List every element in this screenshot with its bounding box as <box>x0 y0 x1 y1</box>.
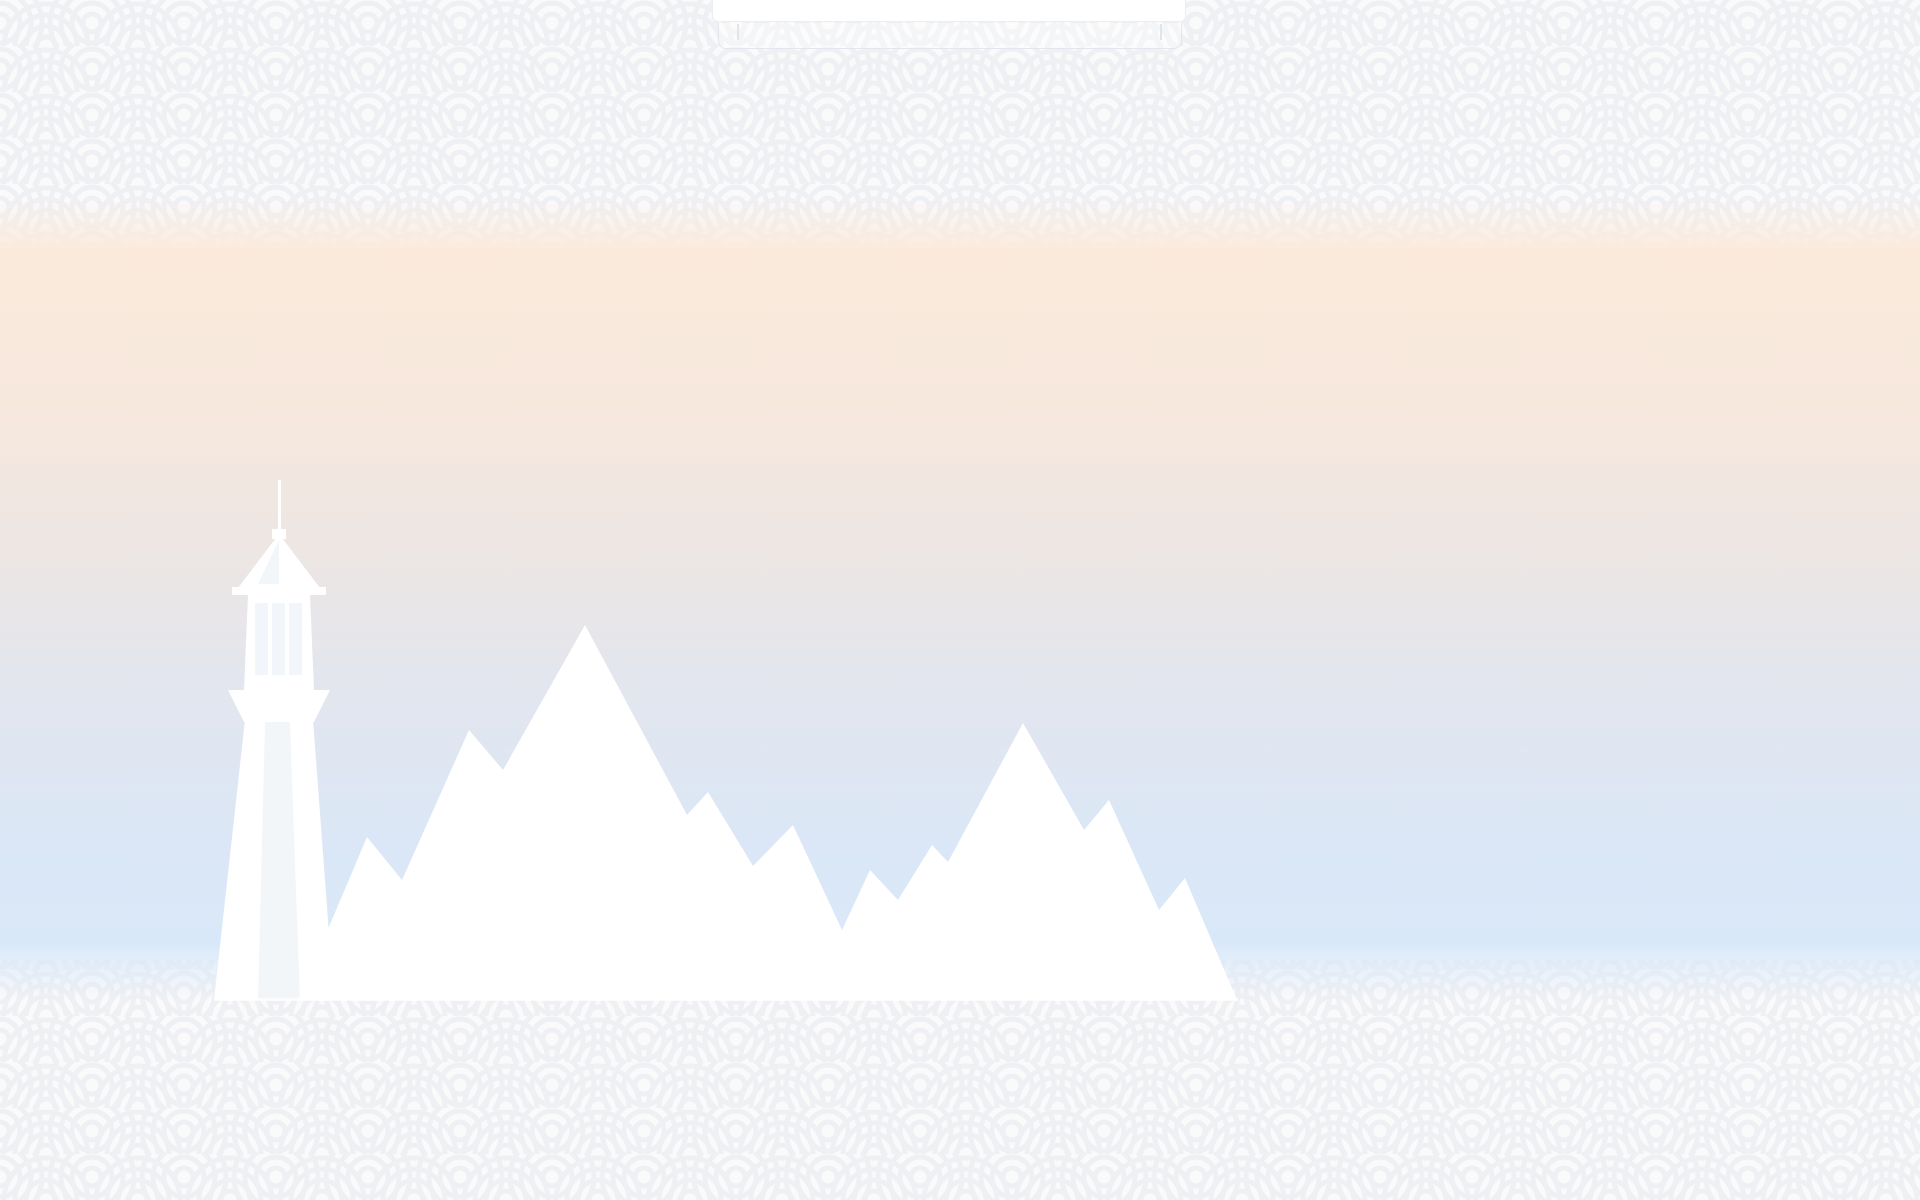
top-panel-notch-left <box>737 24 739 40</box>
top-panel-tab[interactable] <box>712 0 1186 22</box>
mountains-icon <box>298 625 1237 1000</box>
top-panel-shadow <box>718 23 1182 49</box>
lighthouse-icon <box>214 480 334 1000</box>
top-panel-notch-right <box>1160 24 1162 40</box>
